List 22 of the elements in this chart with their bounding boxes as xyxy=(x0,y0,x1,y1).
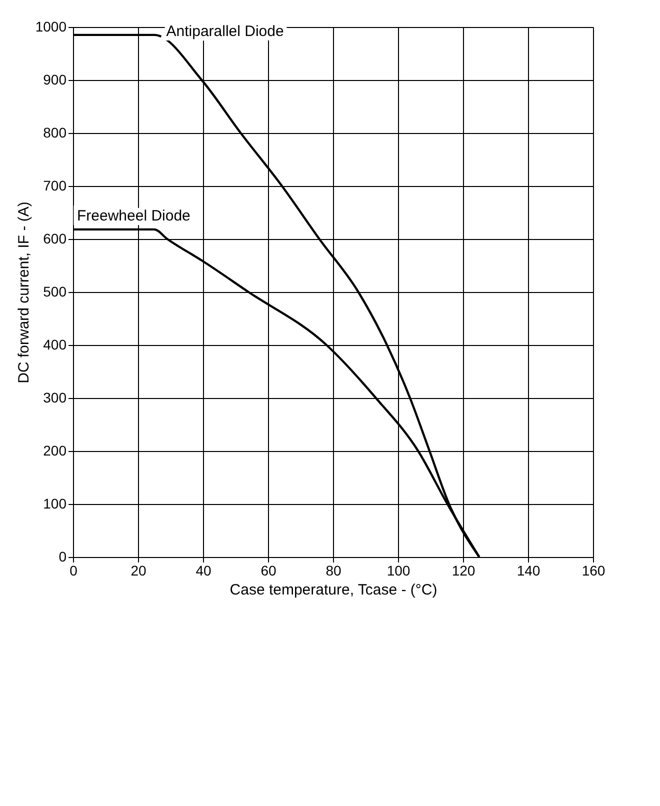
x-tick-label: 40 xyxy=(196,562,212,578)
y-tick-label: 0 xyxy=(58,548,67,564)
x-tick-label: 160 xyxy=(582,562,606,578)
y-tick-label: 800 xyxy=(43,124,67,140)
x-tick-label: 0 xyxy=(70,562,78,578)
x-tick-label: 60 xyxy=(260,562,276,578)
y-axis-title: DC forward current, IF - (A) xyxy=(15,202,32,384)
x-tick-label: 80 xyxy=(326,562,342,578)
y-tick-label: 900 xyxy=(43,72,67,88)
x-tick-label: 20 xyxy=(130,562,146,578)
y-tick-label: 100 xyxy=(43,496,67,512)
y-tick-label: 600 xyxy=(43,230,67,246)
x-tick-label: 120 xyxy=(452,562,476,578)
x-tick-label: 100 xyxy=(386,562,410,578)
y-tick-label: 400 xyxy=(43,336,67,352)
y-tick-label: 200 xyxy=(43,442,67,458)
x-axis-title: Case temperature, Tcase - (°C) xyxy=(230,582,438,598)
y-tick-label: 1000 xyxy=(35,18,67,34)
y-tick-label: 500 xyxy=(43,284,67,300)
y-tick-label: 700 xyxy=(43,178,67,194)
y-tick-label: 300 xyxy=(43,390,67,406)
x-tick-label: 140 xyxy=(516,562,540,578)
